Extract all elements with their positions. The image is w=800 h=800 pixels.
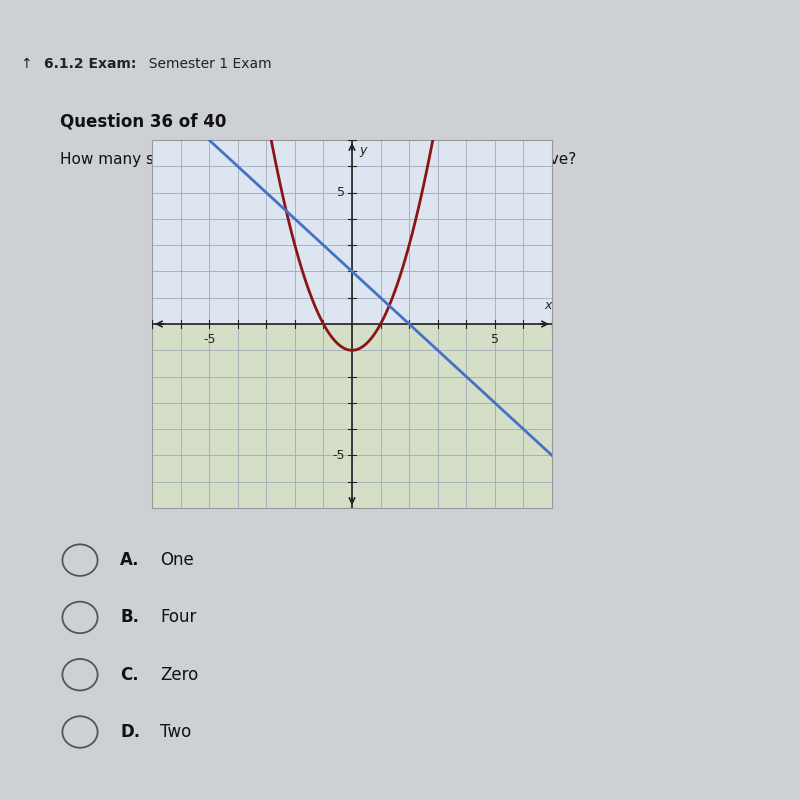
Text: Semester 1 Exam: Semester 1 Exam (140, 57, 272, 71)
Text: C.: C. (120, 666, 138, 684)
Text: One: One (160, 551, 194, 569)
Text: Two: Two (160, 723, 191, 741)
Text: -5: -5 (203, 333, 215, 346)
Text: Zero: Zero (160, 666, 198, 684)
Text: D.: D. (120, 723, 140, 741)
Bar (152, 324, 552, 508)
Text: B.: B. (120, 609, 139, 626)
Text: 5: 5 (491, 333, 499, 346)
Text: x: x (544, 299, 551, 312)
Text: 5: 5 (337, 186, 345, 199)
Text: Four: Four (160, 609, 196, 626)
Text: How many solutions does this nonlinear system of equations have?: How many solutions does this nonlinear s… (60, 152, 576, 167)
Text: -5: -5 (332, 449, 345, 462)
Text: y: y (359, 144, 366, 157)
Text: Question 36 of 40: Question 36 of 40 (60, 113, 226, 130)
Text: A.: A. (120, 551, 139, 569)
Text: 6.1.2 Exam:: 6.1.2 Exam: (44, 57, 136, 71)
Text: ↑: ↑ (20, 57, 32, 71)
